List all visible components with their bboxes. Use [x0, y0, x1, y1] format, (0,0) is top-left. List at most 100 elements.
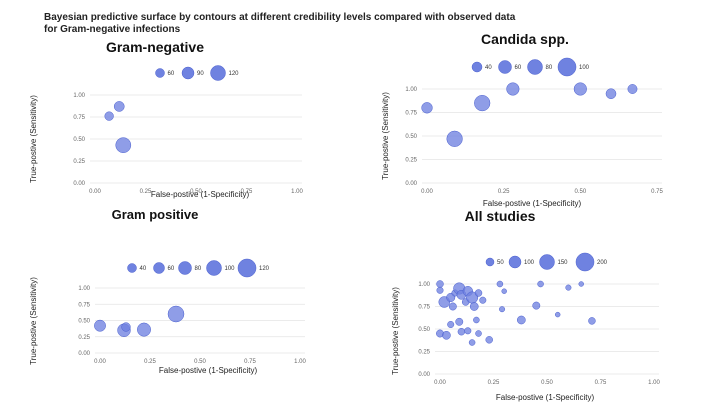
x-tick-label: 0.75 — [244, 359, 256, 365]
data-bubble — [485, 336, 493, 344]
data-bubble — [588, 317, 596, 325]
y-tick-label: 0.50 — [418, 327, 430, 333]
all-studies-chart: All studies 0.00 0.25 0.50 0.75 1.00 0.00 0.25 0… — [391, 208, 660, 402]
y-tick-label: 0.50 — [73, 137, 85, 143]
x-tick-label: 0.00 — [434, 380, 446, 386]
legend-bubble — [127, 263, 137, 273]
legend-size-label: 40 — [485, 65, 492, 71]
legend-size-label: 100 — [524, 260, 535, 266]
data-bubble — [455, 317, 464, 326]
data-bubble — [554, 311, 561, 318]
y-tick-label: 0.00 — [418, 372, 430, 378]
y-tick-label: 0.75 — [418, 305, 430, 311]
data-bubble — [167, 305, 185, 323]
data-bubble — [113, 101, 125, 112]
legend-bubble — [210, 65, 226, 81]
legend-size-label: 150 — [558, 260, 569, 266]
x-axis-label: False-postive (1-Specificity) — [483, 199, 582, 208]
y-tick-label: 0.75 — [78, 302, 90, 308]
data-bubble — [537, 280, 544, 288]
data-bubble — [436, 280, 444, 288]
gram-positive-chart: Gram positive 0.00 0.25 0.50 0.75 1.00 0.00 0.2… — [29, 207, 306, 375]
legend-size-label: 50 — [497, 260, 504, 266]
legend-bubble — [575, 252, 595, 272]
data-bubble — [578, 281, 584, 287]
y-tick-label: 1.00 — [405, 87, 417, 93]
x-tick-label: 0.50 — [194, 359, 206, 365]
y-tick-label: 0.00 — [78, 351, 90, 357]
x-axis-label: False-postive (1-Specificity) — [159, 366, 258, 375]
data-bubble — [457, 327, 466, 336]
x-tick-label: 0.75 — [595, 380, 607, 386]
y-axis-label: True-postive (Sensitivity) — [381, 92, 390, 180]
x-tick-label: 1.00 — [294, 359, 306, 365]
legend-bubble — [155, 68, 165, 78]
y-tick-label: 0.75 — [73, 115, 85, 121]
chart-title: Candida spp. — [481, 31, 569, 47]
y-tick-label: 1.00 — [73, 93, 85, 99]
legend-size-label: 40 — [140, 266, 147, 272]
legend-size-label: 100 — [225, 266, 236, 272]
data-bubble — [469, 302, 479, 311]
data-bubble — [532, 301, 541, 310]
candida-chart: Candida spp. 0.00 0.25 0.50 0.75 1.00 0.00 0.25… — [381, 31, 663, 208]
data-bubble — [473, 316, 480, 324]
legend-size-label: 100 — [579, 65, 590, 71]
y-tick-label: 0.25 — [78, 335, 90, 341]
data-bubble — [464, 327, 472, 335]
x-tick-label: 0.25 — [144, 359, 156, 365]
x-tick-label: 0.75 — [651, 189, 663, 195]
y-tick-label: 0.50 — [78, 319, 90, 325]
x-tick-label: 0.25 — [488, 380, 500, 386]
y-tick-label: 0.25 — [73, 159, 85, 165]
data-bubble — [496, 280, 504, 288]
chart-title: Gram-negative — [106, 39, 204, 55]
legend-bubble — [178, 261, 192, 275]
legend-bubble — [206, 260, 222, 276]
y-axis-label: True-postive (Sensitivity) — [29, 95, 38, 183]
panel-gram-positive: Gram positive 0.00 0.25 0.50 0.75 1.00 0.00 0.2… — [0, 200, 360, 405]
legend-bubble — [153, 262, 165, 274]
panel-candida: Candida spp. 0.00 0.25 0.50 0.75 1.00 0.00 0.25… — [360, 0, 720, 240]
x-tick-label: 0.50 — [190, 189, 202, 195]
data-bubble — [627, 84, 638, 94]
data-bubble — [436, 286, 444, 294]
legend-size-label: 90 — [197, 71, 204, 77]
x-tick-label: 0.50 — [574, 189, 586, 195]
legend-size-label: 60 — [515, 65, 522, 71]
legend-bubble — [498, 60, 512, 74]
chart-title: Gram positive — [112, 207, 199, 222]
data-bubble — [448, 302, 457, 311]
y-axis-label: True-postive (Sensitivity) — [391, 287, 400, 375]
x-axis-label: False-postive (1-Specificity) — [496, 393, 595, 402]
x-tick-label: 0.00 — [421, 189, 433, 195]
legend-size-label: 60 — [168, 266, 175, 272]
legend-bubble — [471, 61, 483, 73]
legend-bubble — [485, 257, 495, 267]
chart-title: All studies — [465, 208, 536, 224]
legend-bubble — [508, 255, 522, 269]
panel-all-studies: All studies 0.00 0.25 0.50 0.75 1.00 0.00 0.25 0… — [360, 200, 720, 405]
data-bubble — [573, 82, 587, 96]
data-bubble — [565, 284, 572, 291]
data-bubble — [605, 88, 617, 99]
data-bubble — [506, 82, 520, 96]
y-tick-label: 0.50 — [405, 134, 417, 140]
legend-size-label: 120 — [229, 71, 240, 77]
data-bubble — [421, 102, 433, 114]
data-bubble — [499, 306, 506, 313]
data-bubble — [94, 319, 106, 332]
data-bubble — [104, 111, 114, 121]
data-bubble — [479, 296, 487, 304]
data-bubble — [137, 322, 151, 337]
x-tick-label: 0.00 — [94, 359, 106, 365]
legend-size-label: 60 — [168, 71, 175, 77]
legend-bubble — [527, 59, 543, 75]
data-bubble — [468, 339, 476, 346]
y-tick-label: 0.25 — [405, 158, 417, 164]
y-tick-label: 0.00 — [405, 181, 417, 187]
y-tick-label: 1.00 — [418, 282, 430, 288]
data-bubble — [115, 137, 132, 153]
y-axis-label: True-postive (Sensitivity) — [29, 277, 38, 365]
legend-bubble — [557, 57, 577, 77]
